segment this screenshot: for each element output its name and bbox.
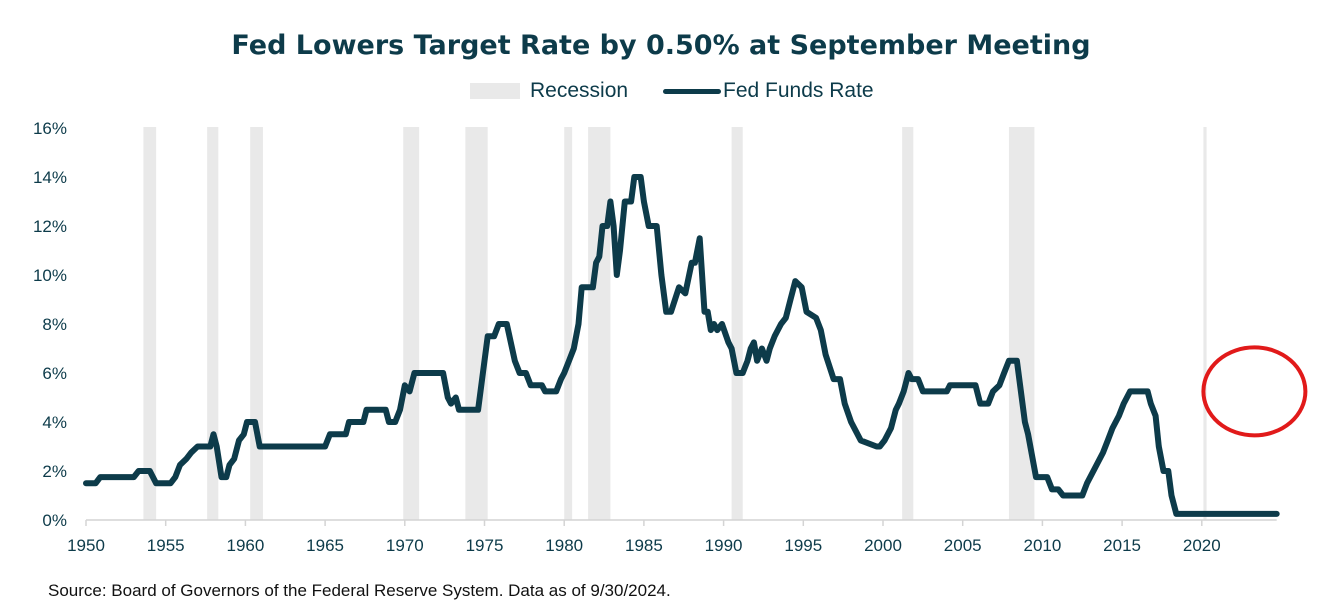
y-tick-label: 4% [42, 413, 67, 432]
axes: 1950 1955 1960 1965 1970 1975 1980 1985 1990 1995… [33, 119, 1277, 555]
y-tick-label: 8% [42, 315, 67, 334]
recession-band [207, 127, 219, 520]
recession-band [250, 127, 263, 520]
recession-band [564, 127, 573, 520]
x-tick-label: 1965 [306, 536, 344, 555]
x-tick-label: 1985 [625, 536, 663, 555]
x-tick-label: 1960 [226, 536, 264, 555]
x-tick-label: 1980 [545, 536, 583, 555]
legend-item-fed-funds-rate: Fed Funds Rate [663, 79, 874, 103]
recession-band [902, 127, 914, 520]
x-tick-label: 1975 [466, 536, 504, 555]
fed-funds-rate-line [83, 174, 1280, 517]
x-tick-label: 2015 [1103, 536, 1141, 555]
highlight-ellipse [1201, 345, 1308, 438]
recession-band [403, 127, 420, 520]
y-tick-label: 0% [42, 511, 67, 530]
x-tick-label: 2005 [944, 536, 982, 555]
x-tick-label: 1995 [784, 536, 822, 555]
x-tick-label: 2000 [864, 536, 902, 555]
x-tick-label: 1955 [147, 536, 185, 555]
legend-swatch-recession [470, 83, 520, 99]
recession-band [731, 127, 743, 520]
legend-label-fed-funds-rate: Fed Funds Rate [723, 79, 874, 102]
series-layer [83, 174, 1280, 517]
x-tick-label: 2020 [1183, 536, 1221, 555]
y-tick-label: 6% [42, 364, 67, 383]
source-note: Source: Board of Governors of the Federa… [48, 581, 671, 600]
y-tick-label: 12% [33, 217, 67, 236]
recession-band [465, 127, 488, 520]
y-tick-label: 16% [33, 119, 67, 138]
recession-band [1203, 127, 1207, 520]
x-tick-label: 1990 [705, 536, 743, 555]
x-tick-label: 1950 [67, 536, 105, 555]
legend-item-recession: Recession [470, 79, 628, 103]
legend-label-recession: Recession [530, 79, 629, 102]
y-tick-label: 10% [33, 266, 67, 285]
legend-swatch-fed-funds-rate [663, 88, 721, 94]
annotation-layer [1201, 345, 1308, 438]
y-tick-label: 14% [33, 168, 67, 187]
legend: Recession Fed Funds Rate [0, 79, 1322, 109]
x-tick-label: 2010 [1023, 536, 1061, 555]
chart-title: Fed Lowers Target Rate by 0.50% at Septe… [231, 30, 1091, 61]
recession-band [588, 127, 611, 520]
recession-band [143, 127, 157, 520]
y-tick-label: 2% [42, 462, 67, 481]
recession-bands [143, 127, 1207, 520]
x-tick-label: 1970 [386, 536, 424, 555]
